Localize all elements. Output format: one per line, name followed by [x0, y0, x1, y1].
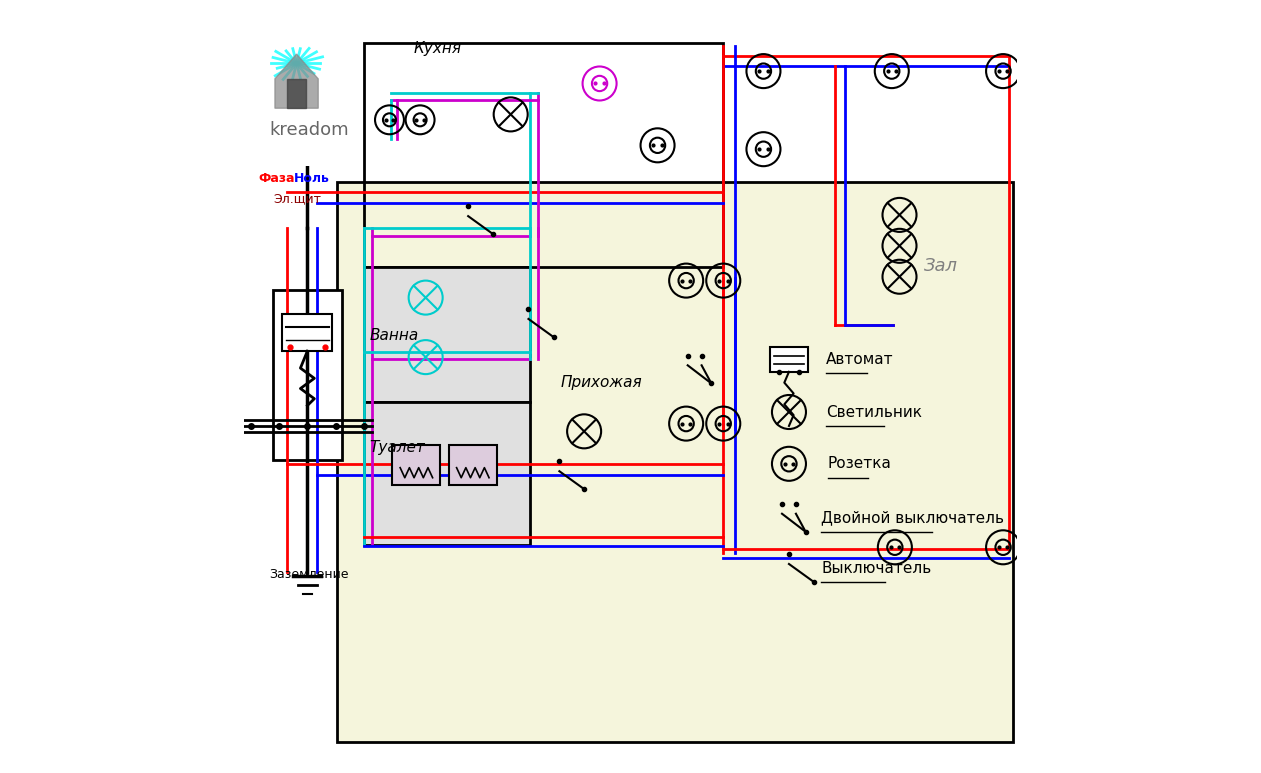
Bar — [449, 445, 497, 485]
Text: Зал: Зал — [924, 257, 958, 274]
Bar — [392, 445, 440, 485]
Text: Заземление: Заземление — [269, 568, 348, 581]
Bar — [364, 267, 530, 402]
Text: Автомат: Автомат — [826, 352, 894, 367]
Text: kreadom: kreadom — [270, 121, 349, 139]
Polygon shape — [288, 79, 306, 108]
Text: Прихожая: Прихожая — [561, 374, 643, 390]
Text: Светильник: Светильник — [826, 404, 922, 420]
Text: Эл.щит: Эл.щит — [274, 192, 322, 206]
Polygon shape — [275, 54, 318, 108]
Bar — [753, 352, 1008, 607]
Text: Кухня: Кухня — [414, 40, 462, 56]
Text: Фаза: Фаза — [259, 172, 294, 185]
Bar — [364, 402, 530, 545]
Bar — [272, 290, 342, 460]
Bar — [337, 182, 1013, 742]
Text: Розетка: Розетка — [827, 456, 892, 472]
Text: Ноль: Ноль — [294, 172, 330, 185]
Bar — [770, 347, 807, 372]
Text: Туалет: Туалет — [369, 440, 425, 455]
Text: Выключатель: Выключатель — [821, 560, 932, 576]
Text: Ванна: Ванна — [369, 328, 419, 343]
Bar — [243, 8, 351, 166]
Bar — [282, 314, 333, 351]
Bar — [364, 43, 724, 267]
Text: Двойной выключатель: Двойной выключатель — [821, 510, 1005, 526]
